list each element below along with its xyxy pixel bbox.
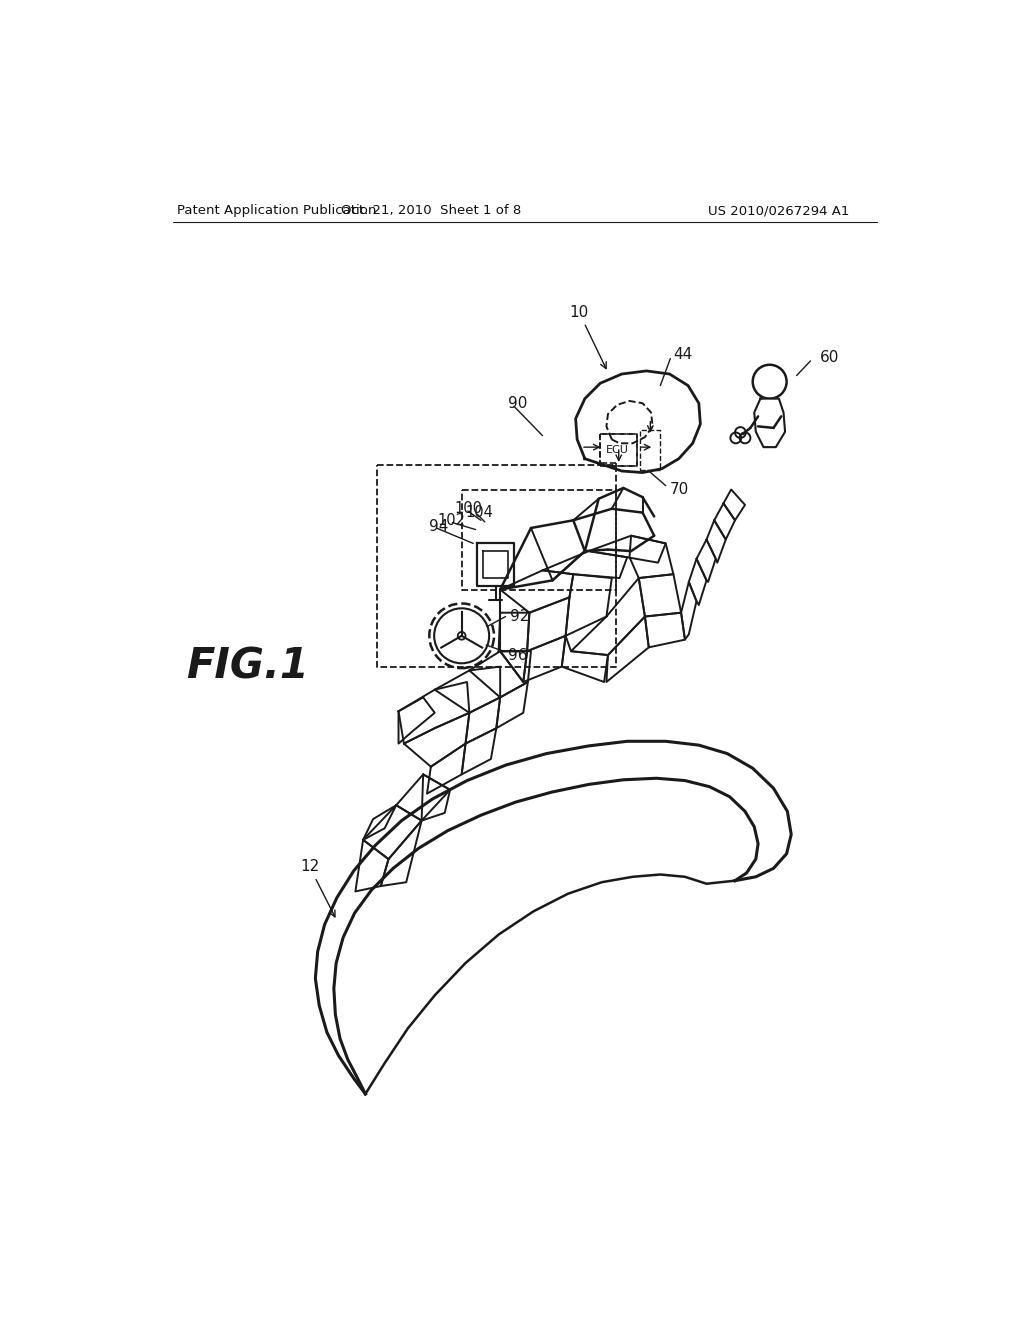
Text: ECU: ECU <box>606 445 629 455</box>
Text: 10: 10 <box>569 305 606 368</box>
Text: 104: 104 <box>466 506 494 520</box>
Text: Patent Application Publication: Patent Application Publication <box>177 205 376 218</box>
Text: 44: 44 <box>674 347 692 362</box>
Text: 92: 92 <box>510 609 529 624</box>
Text: 94: 94 <box>429 519 449 535</box>
Text: 102: 102 <box>437 512 465 528</box>
Text: 12: 12 <box>300 859 335 917</box>
Text: 96: 96 <box>508 648 527 663</box>
Text: 60: 60 <box>819 350 839 364</box>
Text: 70: 70 <box>670 482 689 498</box>
Text: 100: 100 <box>454 502 482 516</box>
Text: US 2010/0267294 A1: US 2010/0267294 A1 <box>708 205 850 218</box>
Text: Oct. 21, 2010  Sheet 1 of 8: Oct. 21, 2010 Sheet 1 of 8 <box>341 205 521 218</box>
Text: FIG.1: FIG.1 <box>186 645 309 688</box>
Text: 90: 90 <box>508 396 527 411</box>
Circle shape <box>458 632 466 640</box>
Polygon shape <box>755 399 785 447</box>
